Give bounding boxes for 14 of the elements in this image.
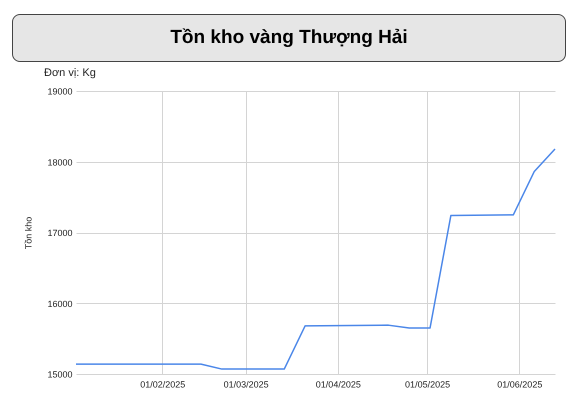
y-tick-label: 19000: [47, 86, 72, 96]
text: Đơn vị: Kg: [44, 67, 96, 79]
y-tick-label: 15000: [47, 370, 72, 380]
y-axis-title: Tồn kho: [23, 216, 34, 250]
x-tick-label: 01/05/2025: [405, 380, 450, 390]
y-tick-label: 17000: [47, 228, 72, 238]
y-tick-label: 16000: [47, 298, 72, 309]
x-tick-label: 01/03/2025: [224, 380, 269, 390]
line-series: [75, 148, 556, 370]
x-tick-label: 01/04/2025: [316, 380, 361, 390]
x-tick-label: 01/02/2025: [140, 380, 186, 390]
chart-title: Tồn kho vàng Thượng Hải: [12, 14, 566, 62]
x-tick-label: 01/06/2025: [497, 380, 542, 390]
y-tick-label: 18000: [47, 157, 72, 168]
